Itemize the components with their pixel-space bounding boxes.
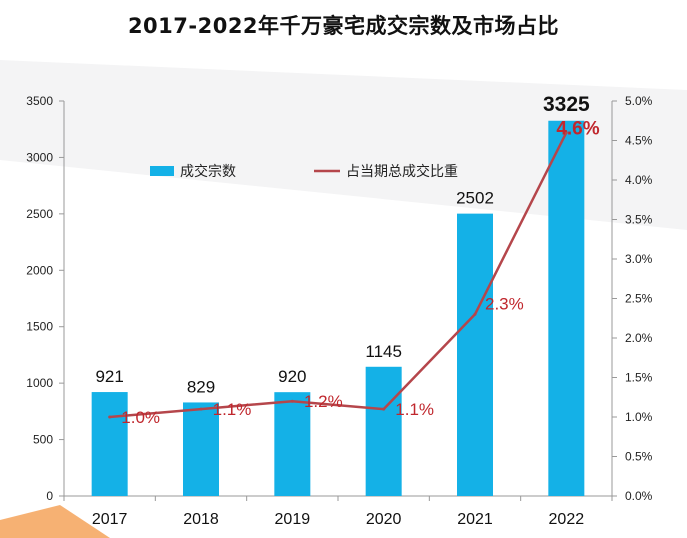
bar-2019	[274, 392, 311, 496]
bar-value-label: 3325	[543, 93, 590, 116]
left-tick-label: 1500	[26, 320, 53, 334]
left-tick-label: 0	[46, 489, 53, 503]
x-tick-label: 2022	[549, 511, 585, 528]
left-tick-label: 1000	[26, 376, 53, 390]
ratio-point-2020	[382, 407, 386, 411]
right-tick-label: 3.5%	[625, 213, 653, 227]
data-labels: 921 829 920 1145 2502 3325 1.0% 1.1% 1.2% 1.1% 2.3…	[95, 93, 599, 427]
bar-series	[91, 120, 585, 497]
right-tick-label: 1.5%	[625, 371, 653, 385]
pct-value-label: 1.0%	[121, 408, 160, 427]
right-tick-label: 2.0%	[625, 331, 653, 345]
bar-value-label: 829	[187, 377, 215, 396]
ratio-point-2017	[108, 415, 112, 419]
ratio-point-2022	[564, 131, 568, 135]
legend-bar-swatch	[150, 166, 174, 176]
pct-value-label: 1.1%	[213, 400, 252, 419]
legend: 成交宗数 占当期总成交比重	[150, 163, 458, 180]
right-tick-label: 0.5%	[625, 450, 653, 464]
right-tick-label: 0.0%	[625, 489, 653, 503]
x-tick-label: 2017	[92, 511, 128, 528]
left-tick-label: 3000	[26, 150, 53, 164]
axes: 0 500 1000 1500 2000 2500 3000 3500 0.0% 0.5% 1.0%…	[26, 94, 652, 528]
line-series	[108, 131, 568, 419]
x-tick-label: 2019	[275, 511, 311, 528]
left-tick-label: 2500	[26, 207, 53, 221]
legend-line-label: 占当期总成交比重	[346, 163, 458, 180]
x-tick-label: 2020	[366, 511, 402, 528]
bar-2018	[183, 402, 219, 496]
right-tick-label: 1.0%	[625, 410, 653, 424]
pct-value-label: 2.3%	[485, 294, 524, 313]
bar-2020	[365, 366, 402, 496]
right-tick-label: 2.5%	[625, 292, 653, 306]
x-tick-label: 2021	[457, 511, 493, 528]
ratio-point-2019	[290, 399, 294, 403]
pct-value-label: 1.2%	[304, 392, 343, 411]
x-tick-label: 2018	[183, 511, 219, 528]
bar-value-label: 2502	[456, 189, 494, 208]
legend-bar-label: 成交宗数	[180, 163, 236, 180]
bar-2017	[91, 392, 128, 496]
pct-value-label: 4.6%	[556, 119, 599, 140]
bar-value-label: 921	[95, 367, 123, 386]
ratio-point-2021	[473, 312, 477, 316]
right-tick-label: 4.0%	[625, 173, 653, 187]
pct-value-label: 1.1%	[395, 400, 434, 419]
bar-value-label: 920	[278, 367, 306, 386]
ratio-line	[109, 132, 568, 419]
bar-2022	[548, 120, 585, 496]
bar-value-label: 1145	[365, 342, 402, 361]
left-tick-label: 500	[33, 433, 53, 447]
left-tick-label: 2000	[26, 263, 53, 277]
right-tick-label: 5.0%	[625, 94, 653, 108]
left-tick-label: 3500	[26, 94, 53, 108]
bar-2021	[457, 213, 493, 497]
right-tick-label: 4.5%	[625, 134, 653, 148]
chart-title: 2017-2022年千万豪宅成交宗数及市场占比	[127, 14, 560, 38]
ratio-point-2018	[199, 407, 203, 411]
right-tick-label: 3.0%	[625, 252, 653, 266]
